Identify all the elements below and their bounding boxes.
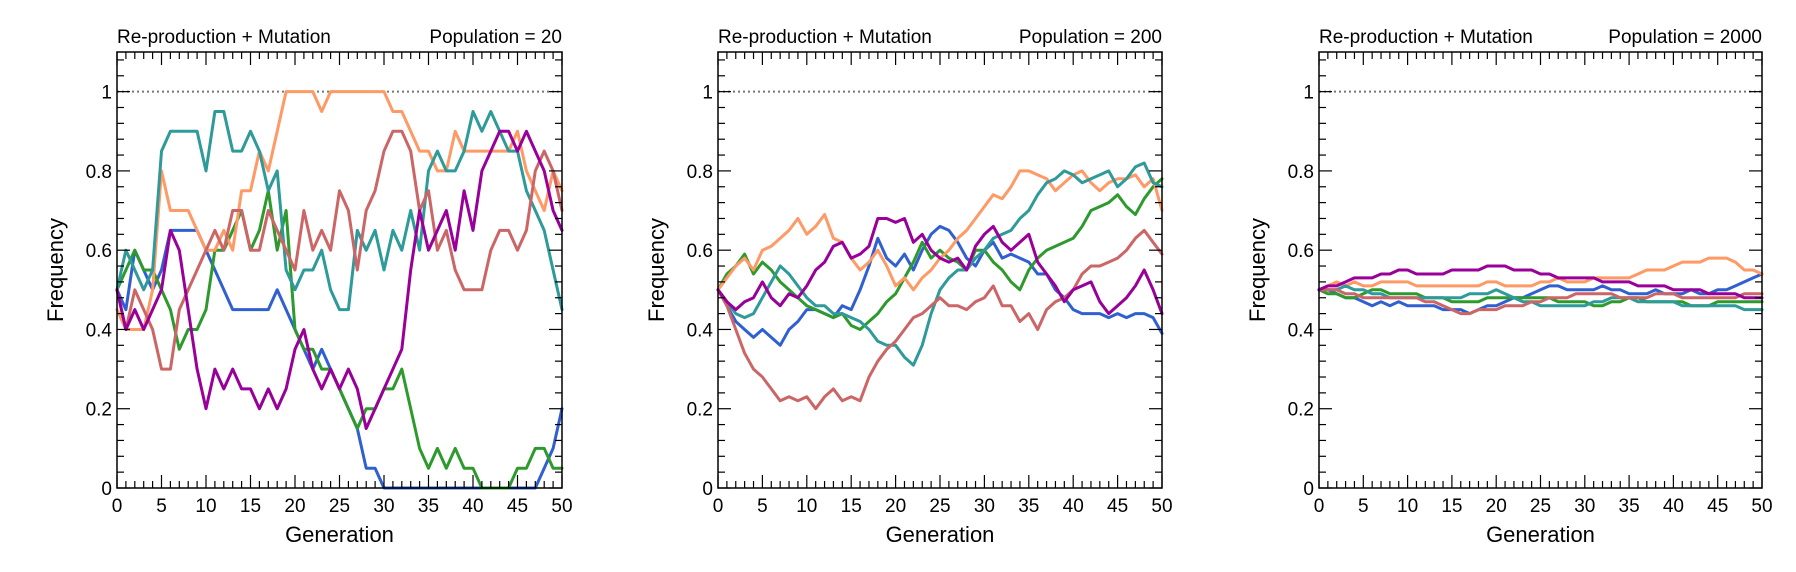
- y-axis-label: Frequency: [1245, 218, 1270, 322]
- chart-panel-1: Re-production + Mutation Population = 20 0…: [43, 27, 573, 547]
- x-tick-label: 10: [195, 496, 216, 517]
- chart-title-right: Population = 200: [1019, 27, 1162, 48]
- series-line-3: [115, 90, 564, 331]
- x-tick-label: 15: [240, 496, 261, 517]
- y-tick-label: 1: [702, 83, 713, 104]
- x-tick-label: 5: [1358, 496, 1369, 517]
- x-tick-label: 20: [284, 496, 305, 517]
- x-tick-label: 25: [1530, 496, 1551, 517]
- x-tick-label: 5: [757, 496, 768, 517]
- y-tick-label: 0: [1303, 479, 1314, 500]
- series-line-1: [716, 224, 1164, 347]
- x-tick-label: 35: [1619, 496, 1640, 517]
- x-tick-label: 10: [1397, 496, 1418, 517]
- y-tick-label: 0.6: [687, 241, 713, 262]
- y-tick-label: 0.2: [687, 400, 713, 421]
- x-tick-label: 35: [1018, 496, 1039, 517]
- chart-panel-3: Re-production + Mutation Population = 200…: [1245, 27, 1773, 547]
- x-tick-label: 5: [156, 496, 167, 517]
- x-tick-label: 45: [1107, 496, 1128, 517]
- x-tick-label: 30: [373, 496, 394, 517]
- y-tick-label: 0.4: [687, 320, 714, 341]
- x-tick-label: 15: [1441, 496, 1462, 517]
- x-axis-label: Generation: [1486, 522, 1595, 547]
- y-tick-label: 0: [702, 479, 713, 500]
- x-tick-label: 0: [1314, 496, 1325, 517]
- x-tick-label: 45: [507, 496, 528, 517]
- chart-title-right: Population = 20: [429, 27, 562, 48]
- x-axis-label: Generation: [285, 522, 394, 547]
- chart-title-left: Re-production + Mutation: [1319, 27, 1533, 48]
- series-line-4: [716, 161, 1164, 367]
- y-tick-label: 0.4: [86, 320, 113, 341]
- x-tick-label: 0: [713, 496, 724, 517]
- x-tick-label: 50: [551, 496, 572, 517]
- series-line-6: [716, 217, 1164, 316]
- x-tick-label: 50: [1151, 496, 1172, 517]
- series-line-2: [716, 177, 1164, 331]
- x-tick-label: 40: [1663, 496, 1684, 517]
- y-tick-label: 0.8: [687, 162, 713, 183]
- x-axis-label: Generation: [886, 522, 995, 547]
- x-tick-label: 40: [462, 496, 483, 517]
- series-line-5: [115, 129, 564, 371]
- series-line-6: [115, 129, 564, 430]
- x-tick-label: 40: [1063, 496, 1084, 517]
- x-tick-label: 25: [929, 496, 950, 517]
- series-line-1: [115, 228, 564, 490]
- x-tick-label: 35: [418, 496, 439, 517]
- y-axis-label: Frequency: [43, 218, 68, 322]
- chart-title-right: Population = 2000: [1608, 27, 1762, 48]
- series-line-1: [1317, 272, 1764, 316]
- x-tick-label: 30: [1574, 496, 1595, 517]
- series-line-5: [1317, 288, 1764, 316]
- chart-title-left: Re-production + Mutation: [117, 27, 331, 48]
- y-tick-label: 0.8: [86, 162, 112, 183]
- y-tick-label: 1: [1303, 83, 1314, 104]
- y-tick-label: 0: [101, 479, 112, 500]
- y-tick-label: 0.2: [1288, 400, 1314, 421]
- x-tick-label: 25: [329, 496, 350, 517]
- plot-frame: [1318, 51, 1763, 489]
- x-tick-label: 20: [885, 496, 906, 517]
- y-tick-label: 0.6: [1288, 241, 1314, 262]
- series-line-6: [1317, 264, 1764, 300]
- chart-panel-2: Re-production + Mutation Population = 200…: [644, 27, 1173, 547]
- x-tick-label: 30: [974, 496, 995, 517]
- series-line-4: [115, 110, 564, 312]
- y-tick-label: 0.2: [86, 400, 112, 421]
- y-tick-label: 0.4: [1288, 320, 1315, 341]
- x-tick-label: 15: [841, 496, 862, 517]
- x-tick-label: 45: [1707, 496, 1728, 517]
- x-tick-label: 10: [796, 496, 817, 517]
- y-tick-label: 1: [101, 83, 112, 104]
- chart-title-left: Re-production + Mutation: [718, 27, 932, 48]
- series-line-3: [1317, 256, 1764, 292]
- x-tick-label: 20: [1486, 496, 1507, 517]
- series-line-2: [115, 189, 564, 490]
- series-line-5: [716, 228, 1164, 411]
- x-tick-label: 50: [1751, 496, 1772, 517]
- x-tick-label: 0: [112, 496, 123, 517]
- y-tick-label: 0.8: [1288, 162, 1314, 183]
- y-axis-label: Frequency: [644, 218, 669, 322]
- y-tick-label: 0.6: [86, 241, 112, 262]
